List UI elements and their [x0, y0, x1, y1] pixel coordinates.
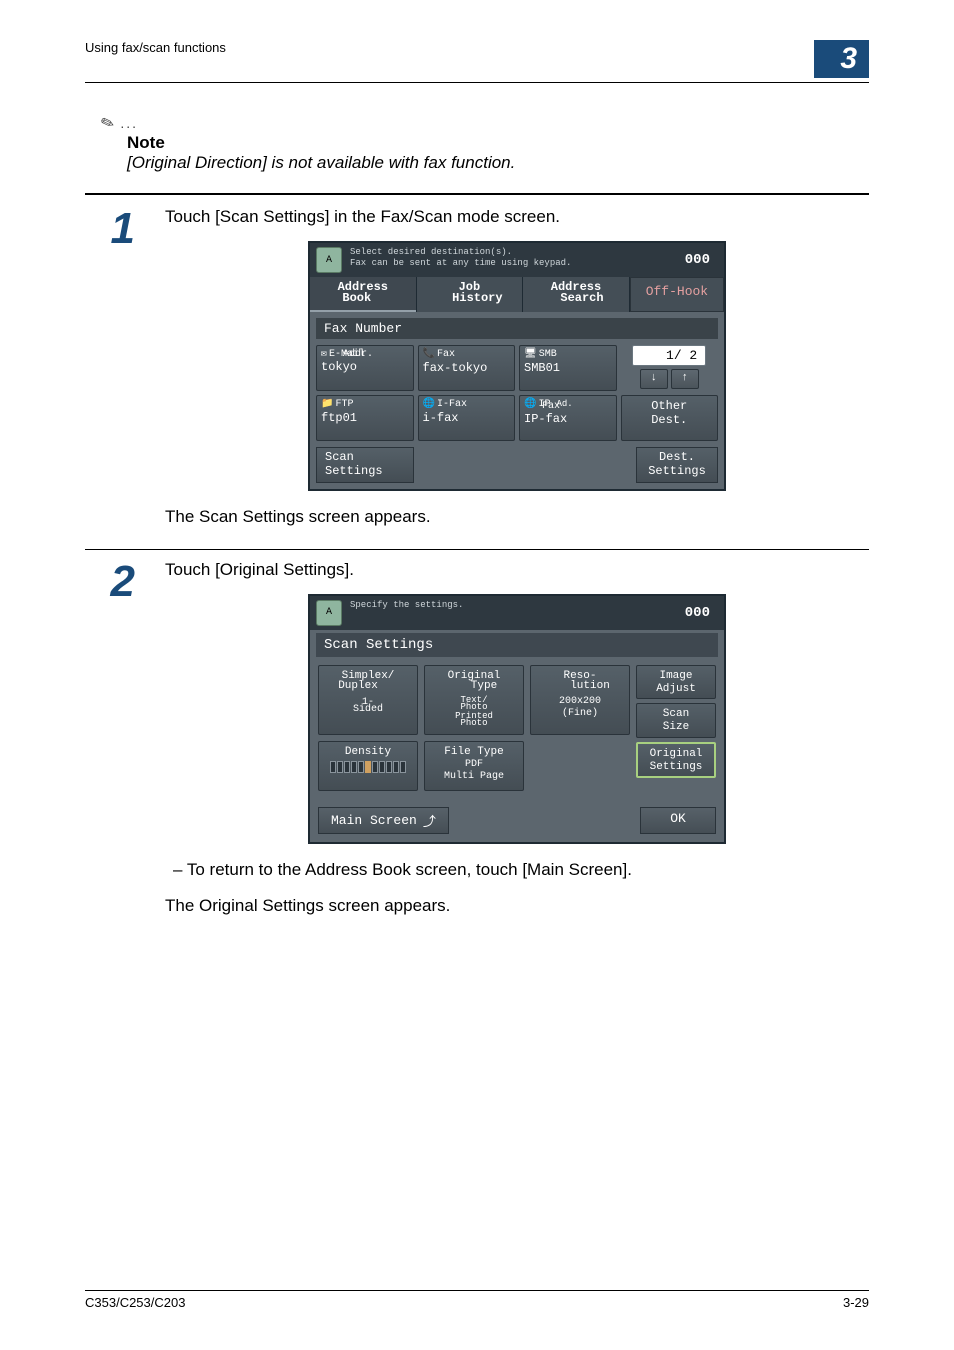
dest-settings-button[interactable]: Dest.Settings	[636, 447, 718, 483]
ok-button[interactable]: OK	[640, 807, 716, 834]
lcd-screen-scansettings: A Specify the settings. 000 Scan Setting…	[308, 594, 726, 844]
footer-left: C353/C253/C203	[85, 1295, 185, 1310]
lcd-count: 000	[685, 252, 718, 268]
note-reminder-icon: ✎	[98, 111, 119, 135]
lcd2-count: 000	[685, 605, 718, 621]
page-up-button[interactable]: ↑	[671, 369, 699, 389]
image-adjust-button[interactable]: ImageAdjust	[636, 665, 716, 699]
page-header-left: Using fax/scan functions	[85, 40, 226, 55]
tab-address-book[interactable]: AddressBook	[310, 277, 416, 312]
main-screen-button[interactable]: Main Screen ⤴	[318, 807, 449, 834]
tab-address-search[interactable]: AddressSearch	[523, 277, 629, 312]
lcd-screen-faxscan: A Select desired destination(s). Fax can…	[308, 241, 726, 491]
scan-size-button[interactable]: ScanSize	[636, 703, 716, 737]
page-header-right-badge: 3	[814, 40, 869, 78]
step-2-result: The Original Settings screen appears.	[165, 896, 869, 916]
step-2-number: 2	[85, 560, 135, 604]
original-settings-button[interactable]: OriginalSettings	[636, 742, 716, 778]
density-indicator-icon	[321, 761, 415, 771]
resolution-button[interactable]: Reso-lution 200x200 (Fine)	[530, 665, 630, 735]
lcd2-top-msg: Specify the settings.	[350, 600, 677, 611]
off-hook-button[interactable]: Off-Hook	[630, 277, 724, 312]
page-indicator: 1/ 2	[632, 345, 706, 366]
fax-number-bar: Fax Number	[316, 318, 718, 339]
return-arrow-icon: ⤴	[423, 811, 436, 830]
ifax-icon: 🌐	[423, 399, 435, 410]
dest-fax-button[interactable]: 📞Fax fax-tokyo	[418, 345, 516, 391]
page-down-button[interactable]: ↓	[640, 369, 668, 389]
step-1-text: Touch [Scan Settings] in the Fax/Scan mo…	[165, 207, 869, 227]
tab-job-history[interactable]: JobHistory	[417, 277, 523, 312]
simplex-duplex-button[interactable]: Simplex/Duplex 1- Sided	[318, 665, 418, 735]
density-button[interactable]: Density	[318, 741, 418, 791]
ipfax-icon: 🌐	[524, 399, 536, 410]
other-dest-button[interactable]: OtherDest.	[621, 395, 719, 441]
ftp-icon: 📁	[321, 399, 333, 410]
enlarge-display-icon-2[interactable]: A	[316, 600, 342, 626]
step-1-result: The Scan Settings screen appears.	[165, 507, 869, 527]
note-text: [Original Direction] is not available wi…	[127, 153, 869, 173]
mail-icon: ✉	[321, 349, 327, 360]
smb-icon: 🖥	[524, 349, 537, 360]
dest-ipfax-button[interactable]: 🌐IP Ad. Fax IP-fax	[519, 395, 617, 441]
lcd-top-msg-1: Select desired destination(s).	[350, 247, 677, 258]
lcd-top-msg-2: Fax can be sent at any time using keypad…	[350, 258, 677, 269]
dest-email-button[interactable]: ✉E-Mail Addr. tokyo	[316, 345, 414, 391]
step-2-bullet: – To return to the Address Book screen, …	[173, 860, 869, 880]
dest-ifax-button[interactable]: 🌐I-Fax i-fax	[418, 395, 516, 441]
note-icon-dots: ...	[120, 115, 138, 131]
fax-icon: 📞	[423, 349, 435, 360]
scan-settings-title: Scan Settings	[316, 633, 718, 657]
file-type-button[interactable]: File Type PDF Multi Page	[424, 741, 524, 791]
note-title: Note	[127, 133, 869, 153]
step-2-text: Touch [Original Settings].	[165, 560, 869, 580]
step-1-number: 1	[85, 207, 135, 251]
footer-right: 3-29	[843, 1295, 869, 1310]
original-type-button[interactable]: OriginalType Text/ Photo Printed Photo	[424, 665, 524, 735]
enlarge-display-icon[interactable]: A	[316, 247, 342, 273]
scan-settings-button[interactable]: ScanSettings	[316, 447, 414, 483]
dest-ftp-button[interactable]: 📁FTP ftp01	[316, 395, 414, 441]
dest-smb-button[interactable]: 🖥SMB SMB01	[519, 345, 617, 391]
